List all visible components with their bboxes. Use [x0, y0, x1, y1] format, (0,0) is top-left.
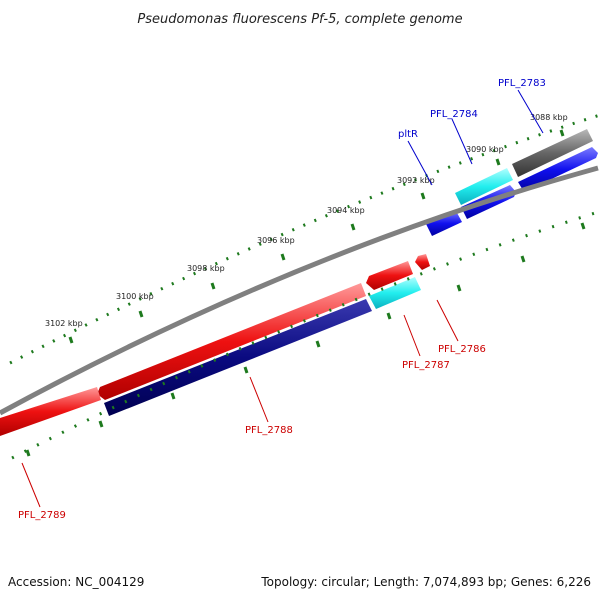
major-tick	[350, 223, 356, 231]
inner-major-tick	[243, 366, 249, 374]
forward-strand-genes	[426, 129, 598, 236]
gene-label-pltr[interactable]: pltR	[398, 129, 418, 140]
gene-pfl-2788-red[interactable]	[97, 283, 366, 400]
major-tick	[210, 282, 216, 290]
tick-label-3090: 3090 kbp	[466, 145, 504, 154]
leader-pfl-2783	[517, 89, 544, 134]
tick-label-3096: 3096 kbp	[257, 236, 295, 245]
major-tick	[138, 310, 144, 318]
gene-label-pfl-2789[interactable]: PFL_2789	[18, 510, 66, 521]
tick-label-3092: 3092 kbp	[397, 176, 435, 185]
inner-major-tick	[25, 449, 31, 457]
inner-major-ticks	[25, 222, 586, 457]
inner-major-tick	[520, 255, 526, 263]
gene-pfl-2787[interactable]	[366, 261, 413, 290]
gene-pfl-2788[interactable]	[104, 299, 372, 416]
gene-pfl-2783[interactable]	[518, 147, 598, 192]
tick-label-3098: 3098 kbp	[187, 264, 225, 273]
gene-label-pfl-2783[interactable]: PFL_2783	[498, 78, 546, 89]
inner-major-tick	[98, 420, 104, 428]
genome-summary-text: Topology: circular; Length: 7,074,893 bp…	[260, 575, 591, 589]
gene-cyan-reverse[interactable]	[369, 277, 421, 309]
map-title: Pseudomonas fluorescens Pf-5, complete g…	[137, 12, 462, 27]
gene-pfl-2786[interactable]	[415, 254, 430, 270]
tick-label-3100: 3100 kbp	[116, 292, 154, 301]
major-tick	[420, 192, 426, 200]
major-tick	[559, 129, 565, 137]
tick-label-3088: 3088 kbp	[530, 113, 568, 122]
leader-pfl-2784	[451, 118, 473, 165]
leader-pfl-2787	[403, 314, 421, 357]
gene-label-pfl-2786[interactable]: PFL_2786	[438, 344, 486, 355]
major-tick	[495, 158, 501, 166]
leader-pfl-2786	[436, 299, 459, 342]
gene-labels: PFL_2783 PFL_2784 pltR PFL_2786 PFL_2787…	[18, 78, 546, 521]
major-tick	[68, 336, 74, 344]
accession-text: Accession: NC_004129	[8, 575, 144, 589]
inner-major-tick	[580, 222, 586, 230]
inner-major-tick	[315, 340, 321, 348]
inner-major-tick	[456, 284, 462, 292]
tick-labels: 3088 kbp 3090 kbp 3092 kbp 3094 kbp 3096…	[45, 113, 568, 328]
gene-gray-forward[interactable]	[512, 129, 593, 177]
genome-backbone	[0, 165, 599, 416]
leader-pfl-2788	[249, 376, 269, 423]
reverse-strand-genes	[0, 254, 430, 436]
inner-major-tick	[386, 312, 392, 320]
leader-pltr	[407, 140, 433, 186]
leader-pfl-2789	[21, 462, 41, 508]
gene-label-pfl-2784[interactable]: PFL_2784	[430, 109, 478, 120]
gene-pfl-2789[interactable]	[0, 387, 101, 436]
tick-label-3094: 3094 kbp	[327, 206, 365, 215]
inner-major-tick	[170, 392, 176, 400]
major-ticks	[68, 129, 565, 344]
major-tick	[280, 253, 286, 261]
tick-label-3102: 3102 kbp	[45, 319, 83, 328]
gene-label-pfl-2788[interactable]: PFL_2788	[245, 425, 293, 436]
gene-label-pfl-2787[interactable]: PFL_2787	[402, 360, 450, 371]
gene-pfl-2784[interactable]	[455, 168, 513, 205]
gene-label-leaders	[21, 89, 544, 508]
gene-pltr[interactable]	[426, 211, 462, 236]
